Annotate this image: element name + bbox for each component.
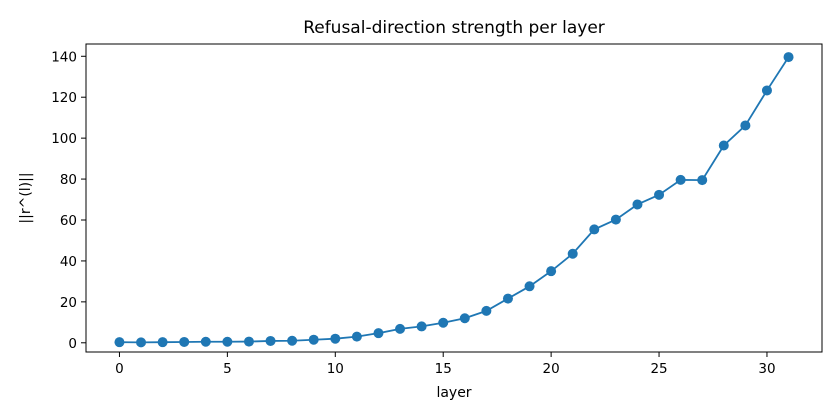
data-point [179, 336, 190, 347]
y-tick-label: 100 [51, 131, 77, 147]
data-point [718, 140, 729, 151]
data-point [546, 266, 557, 277]
data-point [632, 199, 643, 210]
x-tick-label: 20 [543, 361, 560, 377]
data-point [783, 52, 794, 63]
data-point [373, 328, 384, 339]
data-point [395, 323, 406, 334]
data-point [524, 281, 535, 292]
data-point [157, 337, 168, 348]
plot-frame [85, 43, 823, 353]
data-point [567, 248, 578, 259]
data-point [287, 335, 298, 346]
x-tick-label: 15 [435, 361, 452, 377]
y-tick-label: 60 [60, 213, 77, 229]
data-point [610, 214, 621, 225]
x-tick-label: 0 [115, 361, 124, 377]
data-point [308, 334, 319, 345]
x-tick-label: 30 [758, 361, 775, 377]
y-tick-label: 40 [60, 254, 77, 270]
data-point [589, 224, 600, 235]
data-point [481, 305, 492, 316]
x-tick-label: 25 [650, 361, 667, 377]
y-tick-label: 140 [51, 49, 77, 65]
data-point [654, 189, 665, 200]
x-axis: 0 5 10 15 20 25 30 [115, 352, 776, 377]
x-tick-label: 10 [327, 361, 344, 377]
y-axis-label: ||r^(l)|| [18, 172, 34, 223]
data-point [761, 85, 772, 96]
data-point [416, 321, 427, 332]
data-point [330, 333, 341, 344]
y-tick-label: 0 [68, 336, 77, 352]
y-tick-label: 80 [60, 172, 77, 188]
data-point [740, 120, 751, 131]
data-point [222, 336, 233, 347]
data-point [438, 317, 449, 328]
data-point [459, 313, 470, 324]
data-point [502, 293, 513, 304]
data-series [114, 52, 794, 348]
y-axis: 0 20 40 60 80 100 120 140 [51, 49, 86, 352]
chart-title: Refusal-direction strength per layer [303, 18, 605, 38]
data-point [265, 335, 276, 346]
y-tick-label: 120 [51, 90, 77, 106]
data-point [200, 336, 211, 347]
data-point [243, 336, 254, 347]
data-point [675, 174, 686, 185]
y-tick-label: 20 [60, 295, 77, 311]
data-point [697, 175, 708, 186]
data-point [351, 331, 362, 342]
data-point [114, 337, 125, 348]
data-point [136, 337, 147, 348]
x-axis-label: layer [436, 385, 471, 401]
x-tick-label: 5 [223, 361, 232, 377]
